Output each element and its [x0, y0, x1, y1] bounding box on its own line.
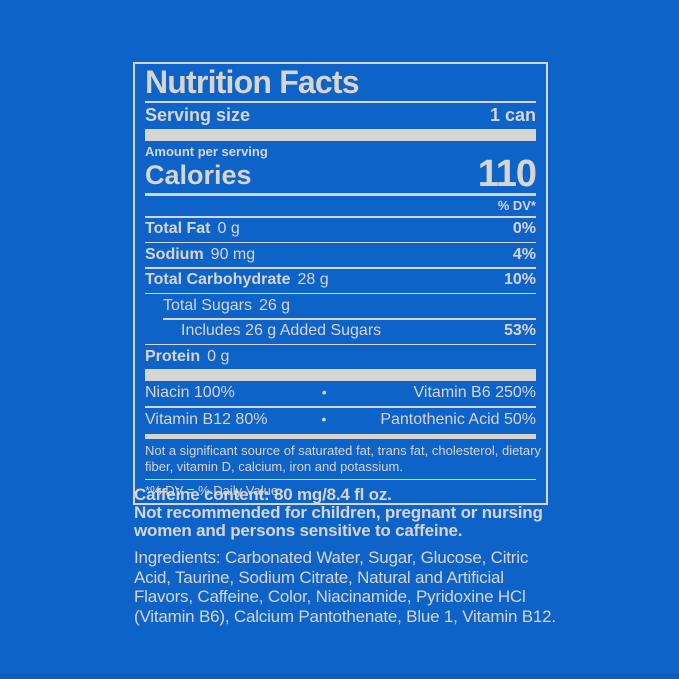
divider-indented	[163, 318, 536, 320]
nutrition-facts-panel: Nutrition Facts Serving size 1 can Amoun…	[133, 62, 548, 506]
nutrient-name: Total Carbohydrate	[145, 271, 291, 289]
nutrient-row-protein: Protein 0 g	[145, 345, 536, 369]
nutrient-amount: 90 mg	[210, 245, 256, 263]
nutrient-row-added-sugars: Includes 26 g Added Sugars 53%	[145, 320, 536, 344]
nutrient-row-sodium: Sodium 90 mg 4%	[145, 243, 536, 267]
footnote-line: fiber, vitamin D, calcium, iron and pota…	[145, 458, 403, 474]
divider	[145, 193, 536, 197]
ingredients-line: Ingredients: Carbonated Water, Sugar, Gl…	[134, 548, 529, 567]
nutrient-name: Includes 26 g Added Sugars	[181, 322, 382, 340]
serving-size-value: 1 can	[489, 104, 536, 125]
bullet-separator: •	[321, 384, 327, 401]
nutrient-amount: 0 g	[217, 220, 240, 238]
divider	[145, 478, 536, 481]
daily-value-definition: *% DV = % Daily Value	[145, 483, 279, 499]
nutrient-dv: 4%	[512, 245, 536, 263]
bullet-separator: •	[321, 410, 327, 427]
vitamin-row-1: Niacin 100% • Vitamin B6 250%	[145, 381, 536, 406]
caffeine-content-line: Caffeine content: 80 mg/8.4 fl oz.	[134, 485, 392, 504]
insignificant-sources-note: Not a significant source of saturated fa…	[145, 441, 541, 479]
medium-divider-bar	[145, 433, 536, 439]
nutrient-row-total-carbohydrate: Total Carbohydrate 28 g 10%	[145, 269, 536, 293]
divider	[145, 241, 536, 244]
ingredients-block: Ingredients: Carbonated Water, Sugar, Gl…	[134, 548, 604, 626]
daily-value-header: % DV*	[497, 198, 536, 214]
nutrient-name: Sodium	[145, 245, 204, 263]
nutrient-amount: 28 g	[297, 271, 329, 289]
nutrient-row-total-sugars: Total Sugars 26 g	[145, 294, 536, 318]
ingredients-line: Acid, Taurine, Sodium Citrate, Natural a…	[134, 567, 504, 587]
nutrient-row-total-fat: Total Fat 0 g 0%	[145, 218, 536, 242]
footnote-line: Not a significant source of saturated fa…	[145, 442, 541, 458]
nutrient-amount: 0 g	[207, 347, 230, 365]
caffeine-warning-block: Caffeine content: 80 mg/8.4 fl oz. Not r…	[134, 486, 594, 540]
divider	[145, 216, 536, 218]
nutrient-dv: 53%	[503, 322, 536, 340]
caffeine-warning-line: women and persons sensitive to caffeine.	[134, 521, 463, 540]
caffeine-warning-line: Not recommended for children, pregnant o…	[134, 503, 543, 522]
calories-value: 110	[477, 152, 537, 195]
amount-per-serving-label: Amount per serving	[145, 143, 268, 159]
thick-divider-bar	[145, 128, 536, 141]
serving-size-row: Serving size 1 can	[145, 103, 536, 129]
vitamin-left: Vitamin B12 80%	[145, 410, 268, 428]
divider	[145, 267, 536, 269]
calories-label: Calories	[145, 160, 252, 191]
calories-row: Calories 110	[145, 152, 537, 195]
vitamin-right: Vitamin B6 250%	[413, 384, 536, 402]
ingredients-line: (Vitamin B6), Calcium Pantothenate, Blue…	[134, 606, 556, 626]
ingredients-line: Flavors, Caffeine, Color, Niacinamide, P…	[134, 587, 526, 606]
divider	[145, 100, 536, 103]
divider	[145, 292, 536, 295]
nutrient-name: Protein	[145, 347, 201, 365]
nutrient-name: Total Sugars	[163, 296, 252, 314]
nutrition-facts-title: Nutrition Facts	[145, 64, 360, 100]
nutrient-name: Total Fat	[145, 220, 211, 238]
nutrient-dv: 10%	[503, 271, 536, 289]
bottom-edge-shadow	[0, 674, 679, 679]
vitamin-right: Pantothenic Acid 50%	[380, 410, 536, 428]
divider	[145, 343, 536, 346]
divider	[145, 406, 536, 408]
thick-divider-bar	[145, 369, 536, 382]
nutrient-dv: 0%	[512, 220, 536, 238]
nutrient-amount: 26 g	[258, 296, 291, 314]
serving-size-label: Serving size	[145, 104, 251, 125]
vitamin-left: Niacin 100%	[145, 384, 235, 402]
vitamin-row-2: Vitamin B12 80% • Pantothenic Acid 50%	[145, 408, 536, 433]
